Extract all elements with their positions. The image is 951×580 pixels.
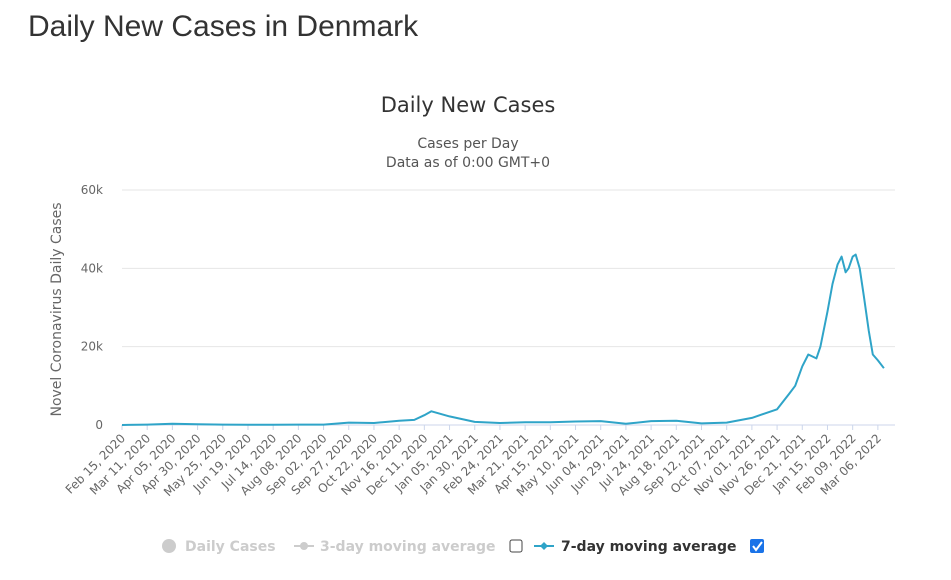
- legend-label-7-day-moving-average: 7-day moving average: [561, 539, 737, 555]
- checkbox-3-day-moving-average[interactable]: [509, 539, 523, 553]
- check-icon: [752, 541, 763, 552]
- legend-marker-circle: [162, 539, 176, 553]
- y-tick-label: 40k: [81, 261, 103, 275]
- page-heading: Daily New Cases in Denmark: [28, 10, 419, 43]
- chart-subtitle-line: Cases per Day: [417, 136, 518, 152]
- legend-label-3-day-moving-average: 3-day moving average: [320, 539, 496, 555]
- y-axis-label: Novel Coronavirus Daily Cases: [49, 202, 65, 416]
- legend-item-7-day-moving-average[interactable]: 7-day moving average: [534, 539, 737, 555]
- y-tick-label: 20k: [81, 340, 103, 354]
- legend-marker-diamond: [540, 542, 548, 550]
- checkbox-box: [750, 539, 764, 553]
- chart-subtitle-line: Data as of 0:00 GMT+0: [386, 155, 550, 171]
- legend-item-daily-cases[interactable]: Daily Cases: [162, 539, 276, 555]
- y-tick-label: 60k: [81, 183, 103, 197]
- legend-marker-point: [300, 542, 308, 550]
- checkbox-7-day-moving-average[interactable]: [750, 539, 764, 553]
- legend-item-3-day-moving-average[interactable]: 3-day moving average: [294, 539, 496, 555]
- chart-title: Daily New Cases: [381, 93, 556, 117]
- legend-label-daily-cases: Daily Cases: [185, 539, 276, 555]
- y-tick-label: 0: [95, 418, 103, 432]
- series-line-7-day-moving-average: [121, 253, 885, 426]
